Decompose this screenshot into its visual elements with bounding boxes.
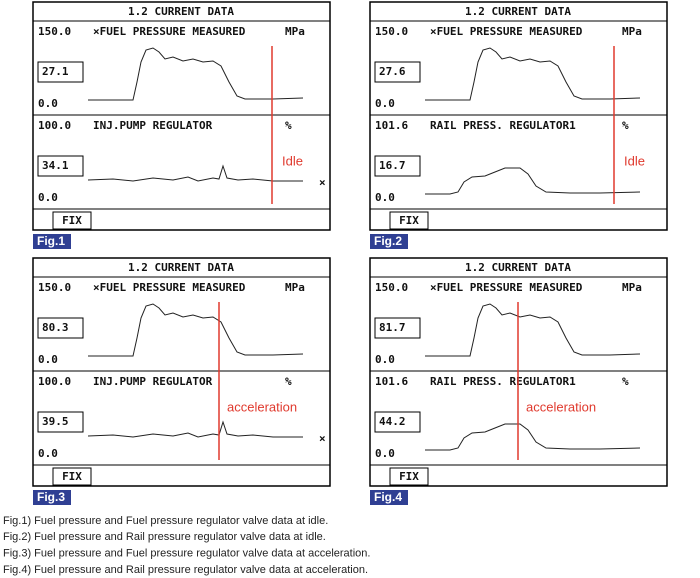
- current-value: 39.5: [42, 415, 69, 428]
- range-min: 0.0: [375, 97, 395, 110]
- value-box: [374, 411, 421, 433]
- value-box: [37, 317, 84, 339]
- current-value: 81.7: [379, 321, 406, 334]
- signal-unit: MPa: [285, 25, 305, 38]
- current-value: 34.1: [42, 159, 69, 172]
- range-min: 0.0: [375, 447, 395, 460]
- range-max: 150.0: [38, 281, 71, 294]
- fix-button: [389, 211, 429, 230]
- range-min: 0.0: [375, 353, 395, 366]
- trace-end-marker: ×: [319, 432, 326, 445]
- signal-unit: MPa: [622, 25, 642, 38]
- screen-title: 1.2 CURRENT DATA: [128, 261, 234, 274]
- figure-tag: Fig.3: [37, 490, 65, 504]
- figure-tag-bg: [33, 490, 71, 505]
- trace: [87, 164, 303, 182]
- caption: Fig.3) Fuel pressure and Fuel pressure r…: [3, 548, 370, 560]
- annotation: acceleration: [526, 399, 596, 414]
- range-max: 101.6: [375, 375, 408, 388]
- range-min: 0.0: [38, 191, 58, 204]
- value-box: [37, 61, 84, 83]
- trace: [425, 167, 641, 195]
- trace: [425, 423, 641, 451]
- screen-title: 1.2 CURRENT DATA: [128, 5, 234, 18]
- current-value: 16.7: [379, 159, 406, 172]
- trace: [88, 303, 304, 357]
- trace: [87, 420, 303, 438]
- figure-tag-bg: [370, 234, 408, 249]
- current-value: 27.6: [379, 65, 406, 78]
- range-min: 0.0: [38, 447, 58, 460]
- signal-unit: %: [285, 375, 292, 388]
- current-value: 80.3: [42, 321, 69, 334]
- fix-button: [52, 211, 92, 230]
- range-max: 100.0: [38, 375, 71, 388]
- figure-tag-bg: [370, 490, 408, 505]
- trace: [88, 47, 304, 101]
- range-min: 0.0: [38, 353, 58, 366]
- scan-screen: 1.2 CURRENT DATA 150.0 ×FUEL PRESSURE MEAS…: [32, 1, 331, 249]
- screen-frame: [369, 1, 668, 231]
- figure-tag: Fig.2: [374, 234, 402, 248]
- range-max: 100.0: [38, 119, 71, 132]
- signal-unit: %: [622, 119, 629, 132]
- signal-label: ×FUEL PRESSURE MEASURED: [93, 25, 246, 38]
- scan-screen: 1.2 CURRENT DATA 150.0 ×FUEL PRESSURE MEAS…: [32, 257, 331, 505]
- signal-label: INJ.PUMP REGULATOR: [93, 375, 213, 388]
- signal-unit: %: [285, 119, 292, 132]
- signal-label: INJ.PUMP REGULATOR: [93, 119, 213, 132]
- annotation: acceleration: [227, 399, 297, 414]
- trace: [425, 303, 641, 357]
- scan-screen: 1.2 CURRENT DATA 150.0 ×FUEL PRESSURE MEAS…: [369, 1, 668, 249]
- screen-frame: [32, 257, 331, 487]
- annotation: Idle: [624, 153, 645, 168]
- signal-label: ×FUEL PRESSURE MEASURED: [430, 281, 583, 294]
- figure-tag: Fig.4: [374, 490, 402, 504]
- scan-screen: 1.2 CURRENT DATA 150.0 ×FUEL PRESSURE MEAS…: [369, 257, 668, 505]
- range-max: 150.0: [38, 25, 71, 38]
- range-min: 0.0: [375, 191, 395, 204]
- range-max: 150.0: [375, 25, 408, 38]
- range-max: 101.6: [375, 119, 408, 132]
- figure-tag: Fig.1: [37, 234, 65, 248]
- annotation: Idle: [282, 153, 303, 168]
- value-box: [374, 317, 421, 339]
- fix-label: FIX: [399, 470, 419, 483]
- fix-label: FIX: [399, 214, 419, 227]
- caption: Fig.2) Fuel pressure and Rail pressure r…: [3, 531, 326, 543]
- current-value: 44.2: [379, 415, 406, 428]
- figure-tag-bg: [33, 234, 71, 249]
- value-box: [374, 61, 421, 83]
- value-box: [374, 155, 421, 177]
- signal-label: ×FUEL PRESSURE MEASURED: [93, 281, 246, 294]
- trace-end-marker: ×: [319, 176, 326, 189]
- signal-unit: %: [622, 375, 629, 388]
- fix-button: [52, 467, 92, 486]
- fix-label: FIX: [62, 470, 82, 483]
- fix-button: [389, 467, 429, 486]
- value-box: [37, 155, 84, 177]
- signal-unit: MPa: [285, 281, 305, 294]
- current-value: 27.1: [42, 65, 69, 78]
- screen-frame: [32, 1, 331, 231]
- caption: Fig.4) Fuel pressure and Rail pressure r…: [3, 564, 368, 576]
- signal-label: RAIL PRESS. REGULATOR1: [430, 375, 576, 388]
- value-box: [37, 411, 84, 433]
- fix-label: FIX: [62, 214, 82, 227]
- screen-title: 1.2 CURRENT DATA: [465, 261, 571, 274]
- range-max: 150.0: [375, 281, 408, 294]
- range-min: 0.0: [38, 97, 58, 110]
- caption: Fig.1) Fuel pressure and Fuel pressure r…: [3, 515, 328, 527]
- signal-label: ×FUEL PRESSURE MEASURED: [430, 25, 583, 38]
- screen-title: 1.2 CURRENT DATA: [465, 5, 571, 18]
- trace: [425, 47, 641, 101]
- signal-label: RAIL PRESS. REGULATOR1: [430, 119, 576, 132]
- signal-unit: MPa: [622, 281, 642, 294]
